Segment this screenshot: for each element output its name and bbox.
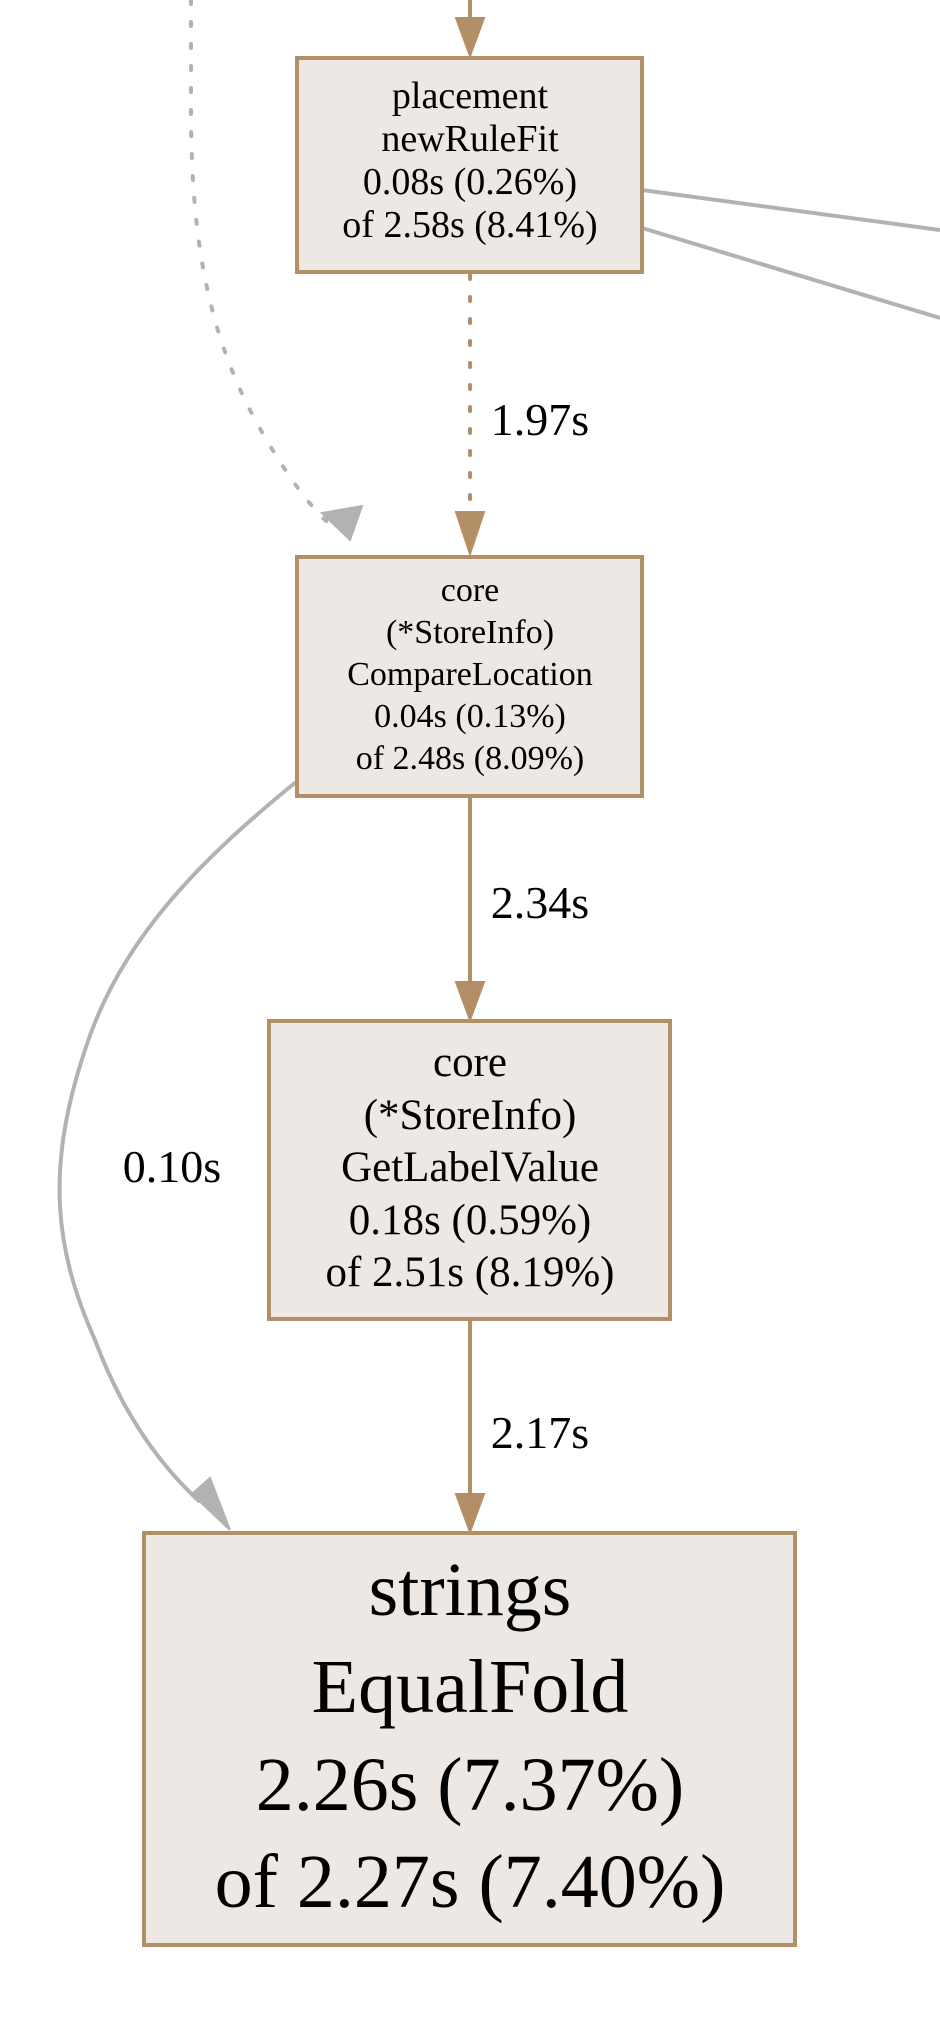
- edge-dotted-gray-to-compare: [189, 0, 340, 532]
- node-cum-time: of 2.58s (8.41%): [342, 204, 597, 246]
- node-label-line: newRuleFit: [381, 118, 559, 160]
- arrowhead-compare-to-getlabel: [454, 981, 486, 1023]
- edge-placement-out-right-1: [641, 188, 940, 232]
- node-label-line: (*StoreInfo): [364, 1092, 577, 1139]
- node-box: [295, 56, 644, 274]
- node-flat-time: 0.18s (0.59%): [349, 1197, 591, 1244]
- edge-label-compare-to-getlabel: 2.34s: [491, 877, 589, 928]
- node-label-line: strings: [369, 1548, 572, 1632]
- node-placement-newrulefit[interactable]: placement newRuleFit 0.08s (0.26%) of 2.…: [295, 56, 644, 274]
- node-label-line: placement: [392, 75, 549, 117]
- node-box: [267, 1019, 672, 1321]
- arrowhead-placement-to-compare: [454, 511, 486, 558]
- edge-label-getlabel-to-equalfold: 2.17s: [491, 1407, 589, 1458]
- node-cum-time: of 2.27s (7.40%): [215, 1840, 726, 1924]
- node-cum-time: of 2.48s (8.09%): [356, 740, 585, 777]
- arrowhead-incoming-to-placement: [454, 17, 486, 59]
- edge-compare-to-equalfold: [57, 780, 298, 1504]
- node-get-label-value[interactable]: core (*StoreInfo) GetLabelValue 0.18s (0…: [267, 1019, 672, 1321]
- edge-placement-out-right-2: [641, 226, 940, 320]
- node-label-line: GetLabelValue: [341, 1144, 599, 1191]
- node-flat-time: 0.08s (0.26%): [363, 161, 577, 203]
- node-label-line: (*StoreInfo): [386, 614, 554, 651]
- node-label-line: core: [441, 572, 500, 609]
- node-compare-location[interactable]: core (*StoreInfo) CompareLocation 0.04s …: [295, 555, 644, 798]
- node-box: [295, 555, 644, 798]
- edge-label-placement-to-compare: 1.97s: [491, 394, 589, 445]
- node-box: [142, 1531, 797, 1947]
- node-flat-time: 0.04s (0.13%): [374, 698, 566, 735]
- node-label-line: CompareLocation: [347, 656, 592, 693]
- arrowhead-getlabel-to-equalfold: [454, 1493, 486, 1535]
- edge-labels: 1.97s 2.34s 0.10s 2.17s: [123, 394, 589, 1458]
- node-strings-equalfold[interactable]: strings EqualFold 2.26s (7.37%) of 2.27s…: [142, 1531, 797, 1947]
- node-label-line: EqualFold: [312, 1645, 629, 1729]
- node-label-line: core: [433, 1039, 507, 1086]
- arrowhead-compare-to-equalfold: [190, 1476, 231, 1531]
- graph-edges: [57, 0, 940, 1535]
- edge-label-compare-to-equalfold: 0.10s: [123, 1141, 221, 1192]
- node-flat-time: 2.26s (7.37%): [256, 1743, 685, 1827]
- arrowhead-dotted-gray-to-compare: [319, 504, 364, 542]
- node-cum-time: of 2.51s (8.19%): [325, 1249, 614, 1296]
